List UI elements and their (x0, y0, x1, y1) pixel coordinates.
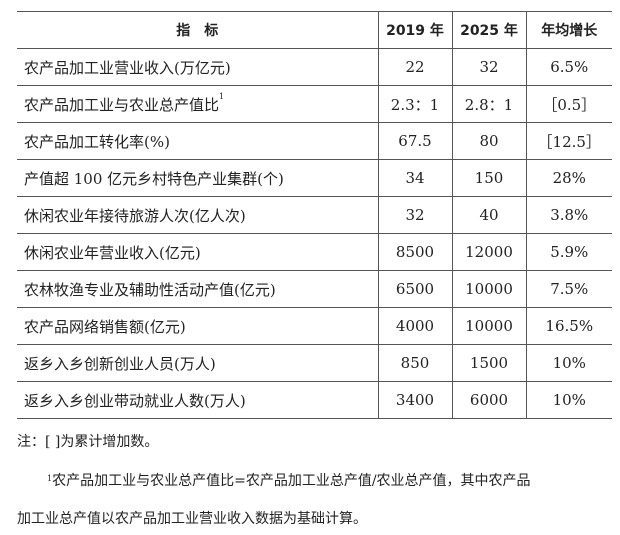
indicator-name: 休闲农业年接待旅游人次(亿人次) (17, 196, 378, 234)
value-2025: 10000 (451, 307, 526, 345)
value-growth: ［0.5］ (525, 85, 612, 123)
indicator-label: 休闲农业年接待旅游人次(亿人次) (24, 206, 246, 225)
indicator-label: 农产品加工转化率(%) (24, 132, 170, 151)
value-growth: 6.5% (525, 48, 612, 86)
indicator-label: 农产品加工业营业收入(万亿元) (24, 58, 231, 77)
footnote-line-1: 1农产品加工业与农业总产值比=农产品加工业总产值/农业总产值，其中农产品 (47, 471, 531, 491)
indicator-name: 农产品加工业与农业总产值比1 (17, 85, 378, 123)
footnote-ref: 1 (219, 91, 225, 101)
value-2025: 40 (451, 196, 526, 234)
indicator-name: 农产品加工转化率(%) (17, 122, 378, 160)
table-row: 农产品加工业营业收入(万亿元) 22 32 6.5% (17, 48, 612, 86)
value-growth: 3.8% (525, 196, 612, 234)
value-2025: 32 (451, 48, 526, 86)
indicator-label: 返乡入乡创新创业人员(万人) (24, 354, 216, 373)
value-growth: 10% (525, 344, 612, 382)
indicator-label: 返乡入乡创业带动就业人数(万人) (24, 391, 246, 410)
value-2025: 150 (451, 159, 526, 197)
value-2019: 34 (377, 159, 452, 197)
value-growth: ［12.5］ (525, 122, 612, 160)
table-row: 农林牧渔专业及辅助性活动产值(亿元) 6500 10000 7.5% (17, 270, 612, 308)
table-row: 休闲农业年营业收入(亿元) 8500 12000 5.9% (17, 233, 612, 271)
value-2019: 2.3：1 (377, 85, 452, 123)
indicator-name: 农产品加工业营业收入(万亿元) (17, 48, 378, 86)
header-growth: 年均增长 (525, 11, 612, 49)
value-2025: 2.8：1 (451, 85, 526, 123)
indicator-label: 产值超 100 亿元乡村特色产业集群(个) (24, 169, 284, 188)
value-growth: 10% (525, 381, 612, 419)
indicator-name: 休闲农业年营业收入(亿元) (17, 233, 378, 271)
indicator-label: 农产品网络销售额(亿元) (24, 317, 186, 336)
value-2019: 32 (377, 196, 452, 234)
header-2019: 2019 年 (377, 11, 452, 49)
value-2025: 6000 (451, 381, 526, 419)
header-2025: 2025 年 (451, 11, 526, 49)
value-2025: 12000 (451, 233, 526, 271)
indicator-name: 返乡入乡创新创业人员(万人) (17, 344, 378, 382)
value-2019: 4000 (377, 307, 452, 345)
indicator-name: 农林牧渔专业及辅助性活动产值(亿元) (17, 270, 378, 308)
table-row: 农产品网络销售额(亿元) 4000 10000 16.5% (17, 307, 612, 345)
indicator-label: 休闲农业年营业收入(亿元) (24, 243, 201, 262)
indicator-label: 农林牧渔专业及辅助性活动产值(亿元) (24, 280, 276, 299)
indicator-label: 农产品加工业与农业总产值比 (24, 95, 220, 114)
value-2019: 6500 (377, 270, 452, 308)
value-2019: 8500 (377, 233, 452, 271)
value-growth: 5.9% (525, 233, 612, 271)
table-header-row: 指 标 2019 年 2025 年 年均增长 (17, 11, 612, 49)
table-row: 休闲农业年接待旅游人次(亿人次) 32 40 3.8% (17, 196, 612, 234)
value-growth: 16.5% (525, 307, 612, 345)
table-row: 产值超 100 亿元乡村特色产业集群(个) 34 150 28% (17, 159, 612, 197)
indicator-name: 农产品网络销售额(亿元) (17, 307, 378, 345)
value-2019: 22 (377, 48, 452, 86)
value-2019: 850 (377, 344, 452, 382)
indicator-name: 返乡入乡创业带动就业人数(万人) (17, 381, 378, 419)
indicator-table: 指 标 2019 年 2025 年 年均增长 农产品加工业营业收入(万亿元) 22… (17, 11, 612, 419)
footnote-text-1: 农产品加工业与农业总产值比=农产品加工业总产值/农业总产值，其中农产品 (52, 473, 531, 489)
value-2019: 3400 (377, 381, 452, 419)
table-note: 注：[ ]为累计增加数。 (17, 434, 159, 450)
table-row: 返乡入乡创业带动就业人数(万人) 3400 6000 10% (17, 381, 612, 419)
value-2019: 67.5 (377, 122, 452, 160)
table-row: 农产品加工业与农业总产值比1 2.3：1 2.8：1 ［0.5］ (17, 85, 612, 123)
footnote-mark: 1 (47, 474, 53, 483)
value-2025: 80 (451, 122, 526, 160)
header-indicator: 指 标 (17, 11, 378, 49)
table-row: 农产品加工转化率(%) 67.5 80 ［12.5］ (17, 122, 612, 160)
value-growth: 7.5% (525, 270, 612, 308)
value-2025: 1500 (451, 344, 526, 382)
value-growth: 28% (525, 159, 612, 197)
footnote-line-2: 加工业总产值以农产品加工业营业收入数据为基础计算。 (17, 511, 367, 527)
value-2025: 10000 (451, 270, 526, 308)
table-row: 返乡入乡创新创业人员(万人) 850 1500 10% (17, 344, 612, 382)
indicator-name: 产值超 100 亿元乡村特色产业集群(个) (17, 159, 378, 197)
